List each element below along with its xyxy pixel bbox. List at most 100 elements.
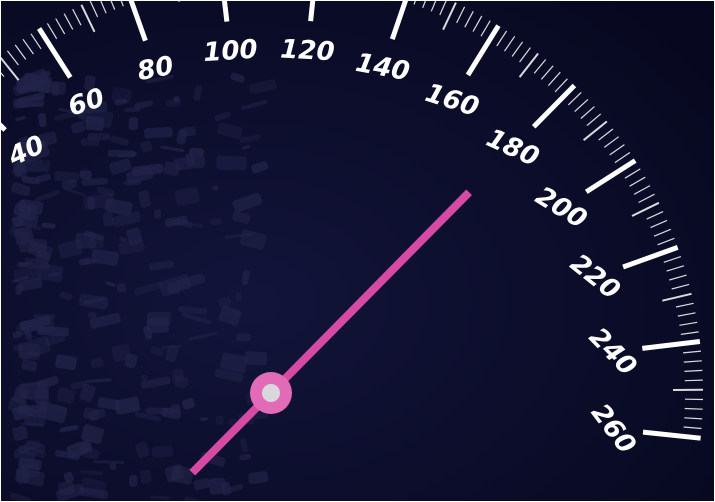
tread-blotch (20, 422, 44, 427)
tread-blotch (79, 383, 96, 403)
tread-blotch (134, 281, 163, 296)
minor-tick (646, 211, 664, 220)
tread-blotch (40, 71, 51, 77)
tread-blotch (20, 141, 30, 151)
tread-blotch (19, 277, 43, 291)
minor-tick (666, 265, 685, 272)
minor-tick (46, 23, 58, 40)
tread-blotch (224, 232, 255, 239)
tread-blotch (140, 140, 153, 153)
tread-blotch (70, 380, 88, 390)
minor-ticks (1, 1, 704, 430)
tread-blotch (181, 312, 212, 325)
minor-tick (1, 72, 5, 77)
needle (189, 189, 472, 476)
tread-blotch (17, 342, 41, 360)
minor-tick (430, 1, 437, 12)
tread-blotch (145, 407, 175, 415)
major-tick-200 (584, 158, 637, 194)
minor-tick (63, 13, 74, 30)
major-tick-260 (642, 429, 701, 441)
tread-blotch (174, 186, 200, 207)
minor-tick (614, 152, 631, 164)
major-tick-220 (622, 245, 679, 270)
tread-blotch (88, 408, 106, 422)
tread-blotch (114, 98, 128, 106)
tread-blotch (128, 117, 139, 131)
tread-blotch (14, 467, 45, 487)
major-tick-100 (221, 1, 230, 22)
tread-blotch (154, 208, 162, 219)
tread-blotch (114, 396, 141, 415)
minor-tick (1, 56, 20, 81)
tread-blotch (227, 484, 244, 493)
minor-tick (631, 201, 660, 217)
minor-tick (582, 120, 608, 141)
tread-blotch (172, 368, 184, 383)
tread-blotch (216, 122, 243, 140)
tread-blotch (18, 261, 25, 266)
minor-tick (110, 1, 116, 10)
tread-blotch (135, 441, 150, 458)
tread-blotch (109, 462, 117, 471)
tread-blotch (84, 230, 105, 241)
tread-blotch (12, 331, 23, 339)
tread-blotch (11, 216, 23, 227)
tread-blotch (59, 425, 79, 433)
tread-blotch (117, 151, 138, 158)
tread-blotch (63, 471, 74, 483)
tick-label-80: 80 (135, 51, 176, 87)
tread-blotch (41, 222, 56, 229)
tread-blotch (111, 211, 141, 228)
tread-blotch (65, 188, 86, 197)
tread-blotch (248, 471, 269, 485)
tread-blotch (54, 170, 80, 183)
tread-blotch (249, 79, 277, 94)
minor-tick (603, 136, 620, 148)
tread-blotch (79, 487, 109, 500)
tread-blotch (10, 182, 31, 197)
tread-blotch (165, 344, 179, 363)
tread-blotch (164, 215, 188, 228)
tread-blotch (87, 133, 111, 141)
minor-tick (683, 426, 702, 430)
tread-blotch (38, 113, 47, 128)
tread-blotch (88, 92, 103, 103)
tread-blotch (240, 437, 248, 453)
tread-blotch (24, 413, 46, 427)
tread-blotch (139, 469, 152, 484)
tread-blotch (176, 273, 205, 290)
tread-blotch (21, 175, 41, 185)
tread-blotch (55, 354, 78, 371)
tread-blotch (57, 239, 83, 259)
major-tick-180 (531, 83, 577, 129)
tread-blotch (188, 332, 218, 341)
tread-blotch (218, 305, 242, 326)
tread-blotch (236, 333, 251, 342)
tread-blotch (212, 185, 219, 191)
minor-tick (540, 65, 554, 80)
minor-tick (662, 292, 692, 302)
tread-blotch (230, 72, 245, 83)
tread-blotch (160, 145, 185, 153)
minor-tick (684, 369, 703, 372)
minor-tick (422, 1, 427, 9)
tread-blotch (214, 111, 231, 122)
tread-blotch (241, 270, 250, 286)
tread-blotch (18, 445, 47, 459)
tread-blotch (170, 466, 179, 482)
tread-blotch (12, 80, 45, 96)
minor-tick (120, 1, 124, 7)
tread-blotch (83, 296, 107, 305)
tread-blotch (17, 336, 51, 361)
tread-blotch (23, 440, 41, 451)
tread-blotch (17, 445, 30, 455)
tread-blotch (105, 281, 116, 287)
tread-blotch (58, 481, 75, 496)
minor-tick (653, 228, 672, 237)
minor-tick (504, 35, 516, 52)
tread-blotch (82, 107, 114, 128)
